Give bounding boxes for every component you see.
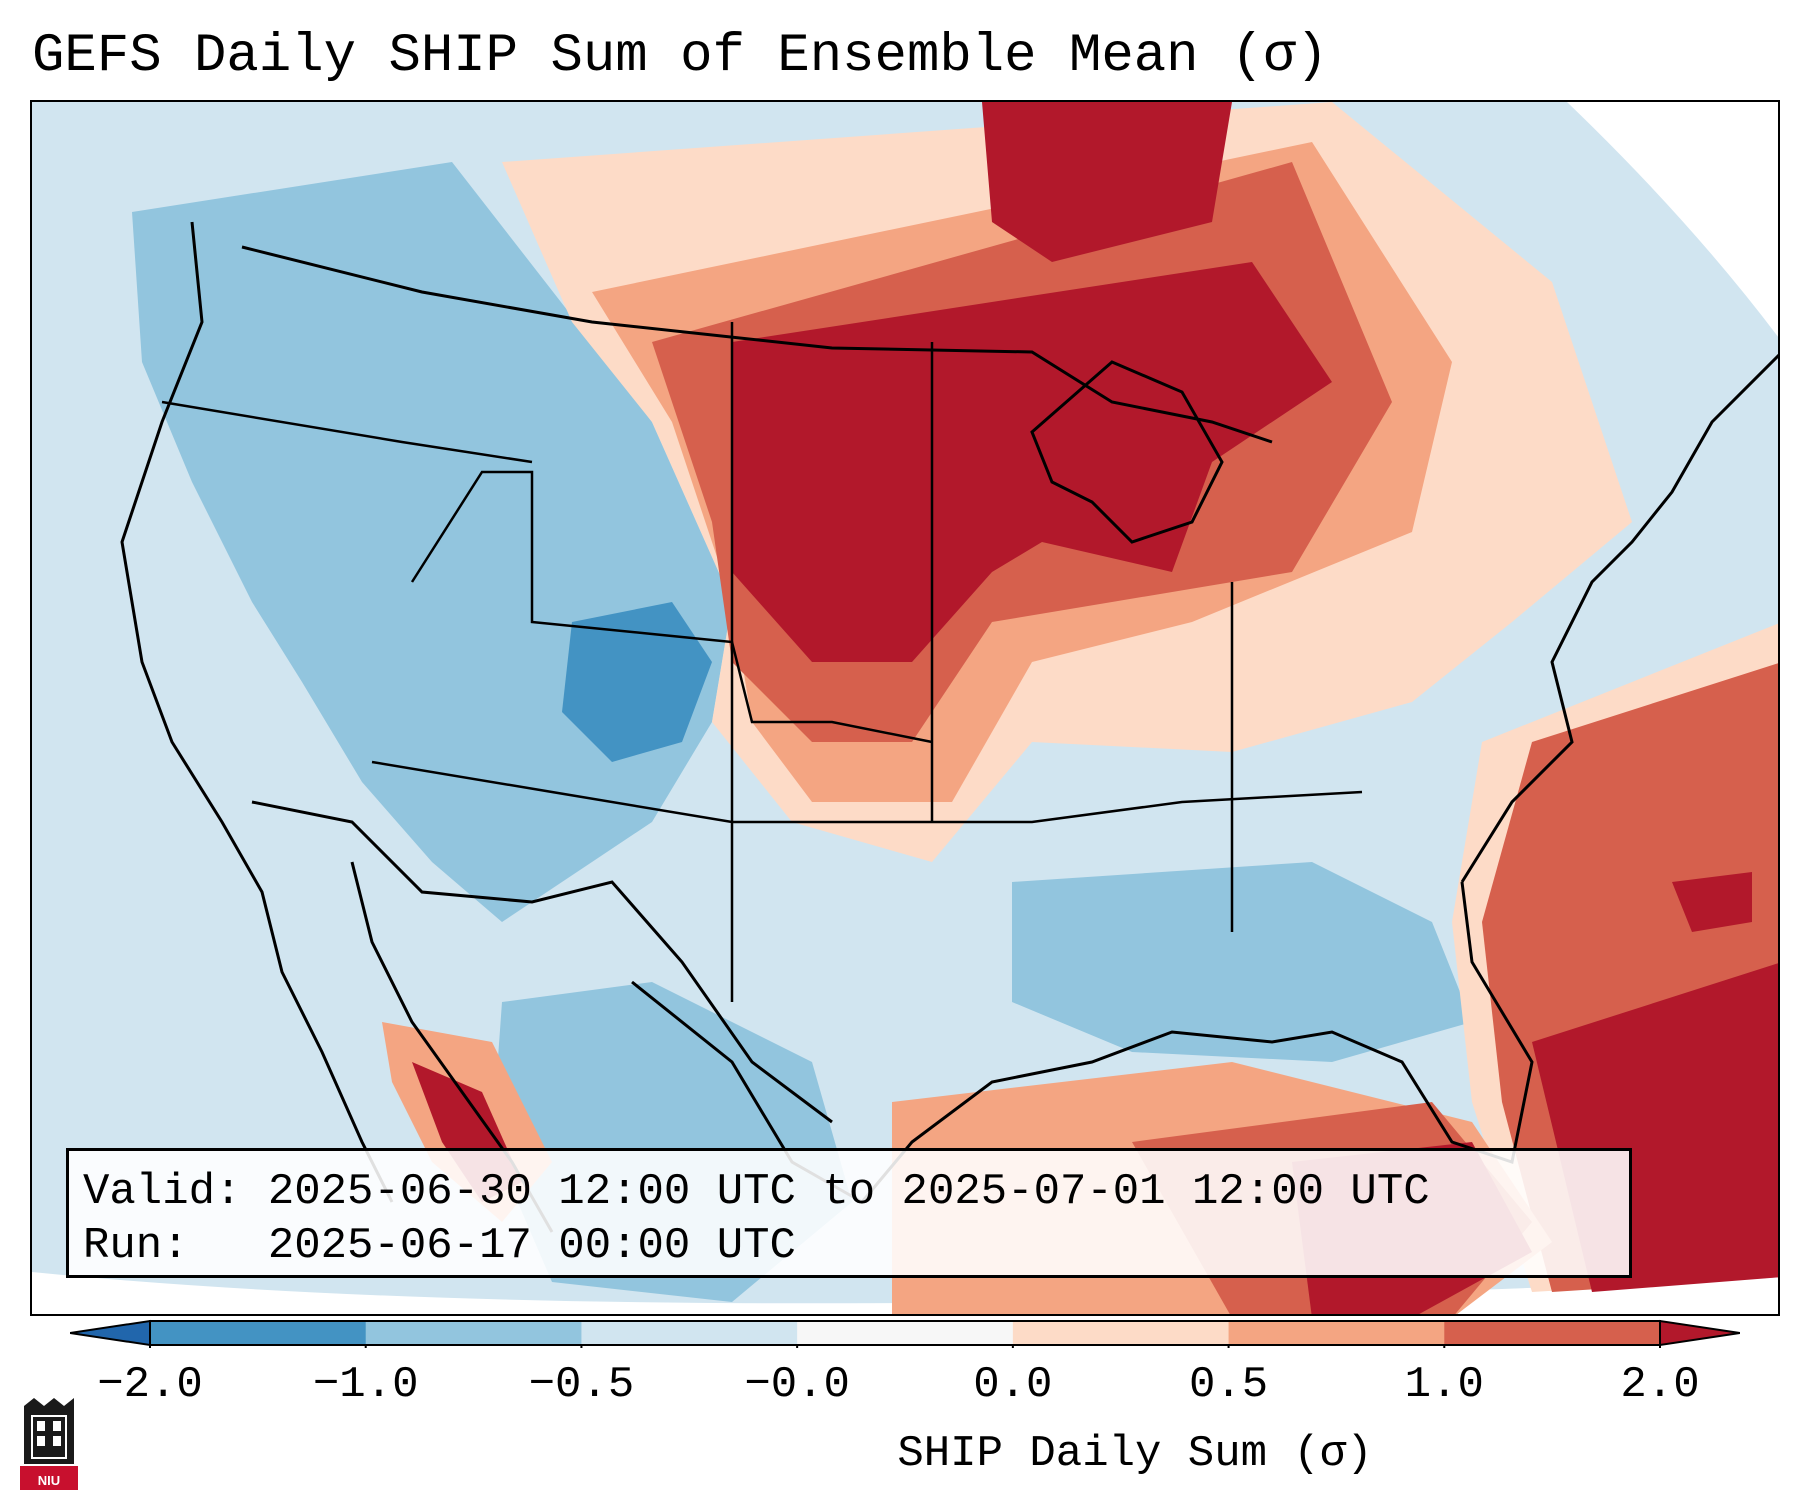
- field-strong-positive-canada: [982, 102, 1232, 262]
- border-us-mexico: [251, 800, 833, 1124]
- colorbar-label: SHIP Daily Sum (σ): [897, 1429, 1373, 1479]
- colorbar-over-extension: [1659, 1319, 1740, 1347]
- state-line-central: [410, 470, 933, 744]
- field-negative-southeast: [1012, 862, 1472, 1062]
- coastline-east: [1460, 353, 1778, 883]
- colorbar-segment: [581, 1321, 798, 1345]
- colorbar-tick-label: −2.0: [97, 1360, 203, 1410]
- colorbar-segment: [1228, 1321, 1445, 1345]
- colorbar-tick-label: −1.0: [312, 1360, 419, 1410]
- niu-logo-text: NIU: [37, 1473, 61, 1488]
- run-label: Run:: [83, 1221, 189, 1271]
- validity-info-box: Valid: 2025-06-30 12:00 UTC to 2025-07-0…: [66, 1148, 1632, 1278]
- run-time: 2025-06-17 00:00 UTC: [267, 1221, 796, 1271]
- colorbar-under-extension: [70, 1319, 151, 1347]
- valid-label: Valid:: [83, 1167, 242, 1217]
- colorbar-segment: [150, 1321, 367, 1345]
- projection-edge-top-right: [1567, 102, 1778, 337]
- valid-time-range: 2025-06-30 12:00 UTC to 2025-07-01 12:00…: [267, 1167, 1430, 1217]
- colorbar-outline: [149, 1320, 1661, 1346]
- field-strong-negative-colorado: [562, 602, 712, 762]
- colorbar-tick-label: 2.0: [1620, 1360, 1700, 1410]
- map-title: GEFS Daily SHIP Sum of Ensemble Mean (σ): [32, 26, 1329, 87]
- map-panel: [30, 100, 1780, 1316]
- great-lakes-outline: [1030, 360, 1224, 544]
- niu-logo: NIU: [20, 1394, 78, 1490]
- colorbar: [70, 1319, 1740, 1348]
- anomaly-map: [32, 102, 1778, 1314]
- state-line-north: [161, 400, 533, 464]
- colorbar-segment: [1012, 1321, 1230, 1345]
- field-strong-positive-atlantic-patch: [1672, 872, 1752, 932]
- colorbar-segments: [149, 1321, 1661, 1348]
- colorbar-tick-label: −0.0: [744, 1360, 850, 1410]
- colorbar-segment: [1444, 1321, 1661, 1345]
- colorbar-segment: [365, 1321, 582, 1345]
- colorbar-tick-label: −0.5: [528, 1360, 635, 1410]
- coastline-west: [120, 221, 394, 1203]
- state-lines-meridional: [730, 322, 1234, 1002]
- field-strong-positive-northcentral: [732, 262, 1332, 662]
- colorbar-tick-label: 1.0: [1404, 1360, 1484, 1410]
- colorbar-tick-label: 0.5: [1188, 1360, 1269, 1410]
- colorbar-segment: [797, 1321, 1014, 1345]
- niu-logo-icon: [20, 1398, 78, 1490]
- colorbar-tick-label: 0.0: [973, 1360, 1053, 1410]
